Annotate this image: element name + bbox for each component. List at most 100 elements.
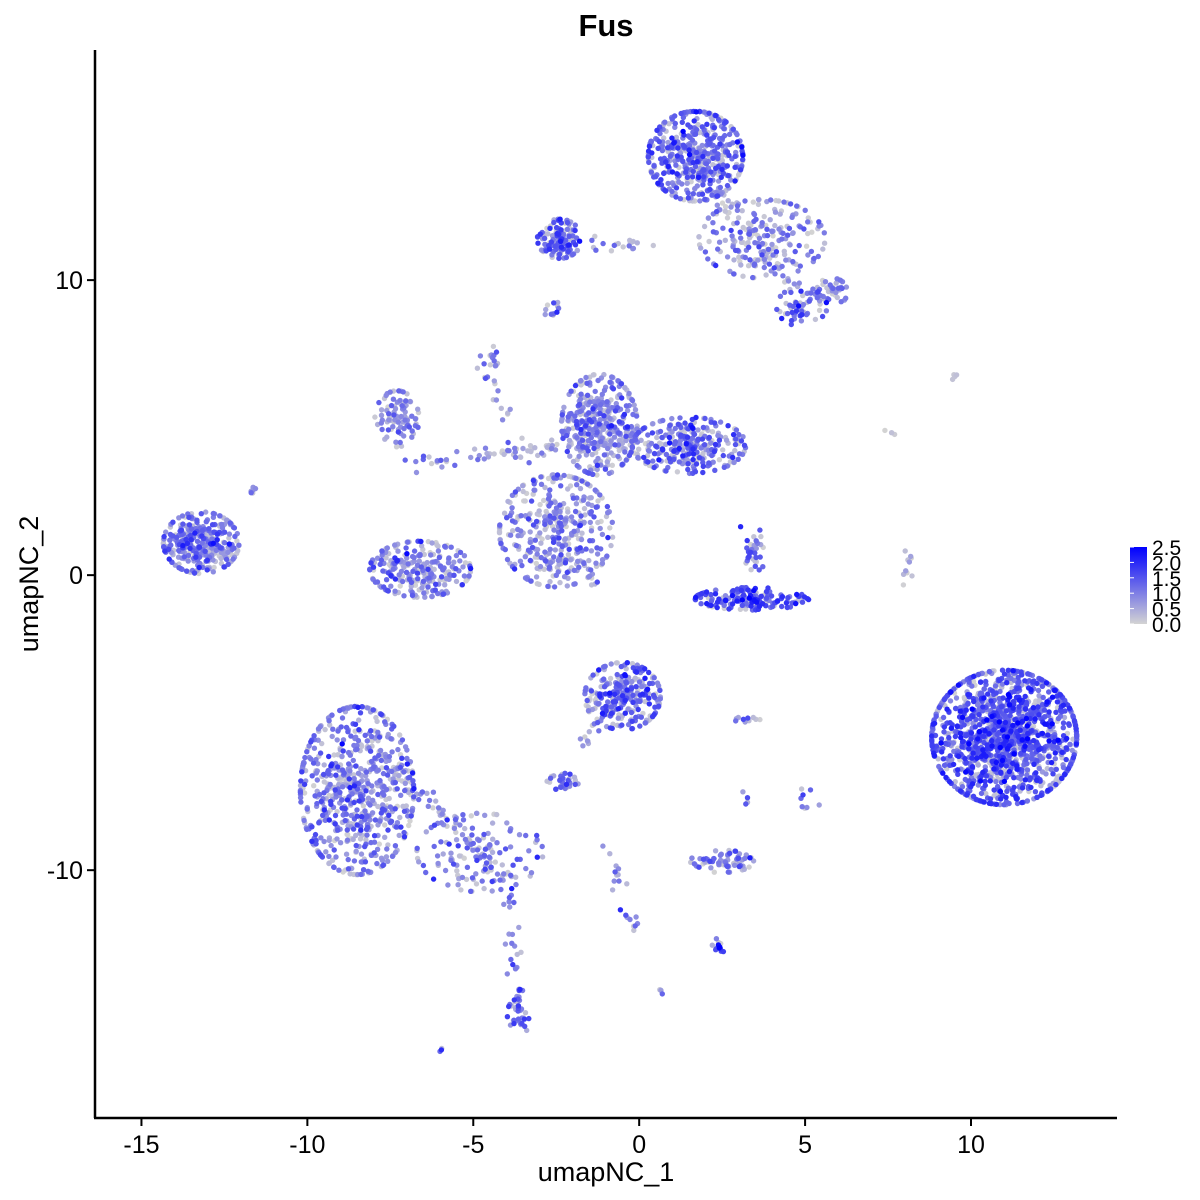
data-point bbox=[908, 553, 914, 560]
data-point bbox=[1070, 713, 1076, 719]
data-point bbox=[339, 797, 345, 803]
data-point bbox=[531, 487, 537, 493]
data-point bbox=[604, 553, 610, 559]
data-point bbox=[421, 590, 427, 596]
data-point bbox=[471, 446, 478, 452]
data-point bbox=[537, 563, 544, 570]
data-point bbox=[501, 451, 507, 458]
data-point bbox=[607, 379, 613, 385]
data-point bbox=[628, 709, 635, 716]
data-point bbox=[401, 433, 407, 439]
data-point bbox=[592, 388, 598, 395]
data-point bbox=[811, 255, 817, 262]
data-point bbox=[1007, 712, 1013, 719]
data-point bbox=[384, 587, 391, 594]
data-point bbox=[707, 136, 714, 142]
data-point bbox=[752, 563, 758, 569]
data-point bbox=[457, 549, 464, 556]
data-point bbox=[479, 878, 485, 884]
data-point bbox=[185, 558, 191, 564]
data-point bbox=[1055, 715, 1062, 722]
data-point bbox=[772, 271, 778, 277]
data-point bbox=[816, 223, 822, 229]
data-point bbox=[312, 831, 319, 838]
data-point bbox=[753, 554, 759, 561]
data-point bbox=[1016, 708, 1022, 714]
data-point bbox=[777, 293, 784, 299]
data-point bbox=[814, 295, 820, 301]
data-point bbox=[186, 514, 192, 521]
data-point bbox=[759, 220, 765, 226]
data-point bbox=[512, 489, 519, 495]
data-point bbox=[562, 770, 568, 776]
data-point bbox=[584, 697, 590, 704]
data-point bbox=[572, 520, 578, 526]
data-point bbox=[684, 180, 690, 186]
data-point bbox=[544, 778, 550, 784]
data-point bbox=[316, 820, 322, 826]
data-point bbox=[388, 818, 395, 824]
data-point bbox=[379, 426, 385, 433]
data-point bbox=[1032, 789, 1039, 795]
data-point bbox=[368, 728, 374, 734]
data-point bbox=[710, 459, 716, 465]
data-point bbox=[355, 770, 362, 776]
data-point bbox=[645, 447, 652, 454]
data-point bbox=[346, 761, 352, 767]
data-point bbox=[823, 308, 830, 314]
data-point bbox=[440, 591, 446, 597]
data-point bbox=[226, 535, 232, 541]
data-point bbox=[757, 716, 763, 723]
data-point bbox=[537, 530, 543, 536]
data-point bbox=[379, 857, 386, 864]
data-point bbox=[584, 392, 591, 398]
data-point bbox=[219, 525, 226, 531]
data-point bbox=[426, 454, 432, 460]
data-point bbox=[383, 555, 389, 561]
data-point bbox=[724, 182, 731, 189]
data-point bbox=[646, 159, 652, 166]
data-point bbox=[543, 306, 549, 313]
data-point bbox=[594, 719, 601, 726]
data-point bbox=[770, 233, 776, 239]
data-point bbox=[695, 121, 701, 128]
data-point bbox=[527, 539, 533, 545]
data-point bbox=[545, 496, 552, 502]
data-point bbox=[248, 490, 254, 496]
data-point bbox=[170, 519, 176, 525]
data-point bbox=[358, 859, 364, 865]
data-point bbox=[1043, 771, 1049, 777]
data-point bbox=[760, 564, 766, 570]
data-point bbox=[779, 603, 785, 610]
data-point bbox=[392, 843, 399, 849]
data-point bbox=[646, 680, 653, 687]
data-point bbox=[616, 878, 622, 884]
data-point bbox=[351, 742, 357, 749]
data-point bbox=[339, 715, 346, 721]
data-point bbox=[750, 199, 756, 205]
data-point bbox=[805, 219, 811, 225]
data-point bbox=[1054, 744, 1061, 751]
data-point bbox=[979, 708, 986, 714]
data-point bbox=[468, 454, 474, 461]
data-point bbox=[731, 271, 737, 277]
data-point bbox=[1015, 774, 1021, 781]
data-point bbox=[322, 817, 328, 823]
data-point bbox=[597, 406, 603, 412]
data-point bbox=[1039, 683, 1046, 689]
data-point bbox=[461, 573, 468, 579]
data-point bbox=[401, 593, 407, 599]
data-point bbox=[513, 881, 519, 888]
data-point bbox=[776, 198, 782, 204]
chart-title: Fus bbox=[578, 8, 633, 43]
data-point bbox=[323, 849, 329, 855]
data-point bbox=[522, 498, 528, 504]
data-point bbox=[906, 559, 913, 565]
data-point bbox=[597, 492, 603, 498]
data-point bbox=[588, 567, 594, 573]
data-point bbox=[409, 808, 415, 814]
data-point bbox=[595, 377, 601, 384]
data-point bbox=[419, 585, 425, 591]
data-point bbox=[386, 795, 392, 802]
